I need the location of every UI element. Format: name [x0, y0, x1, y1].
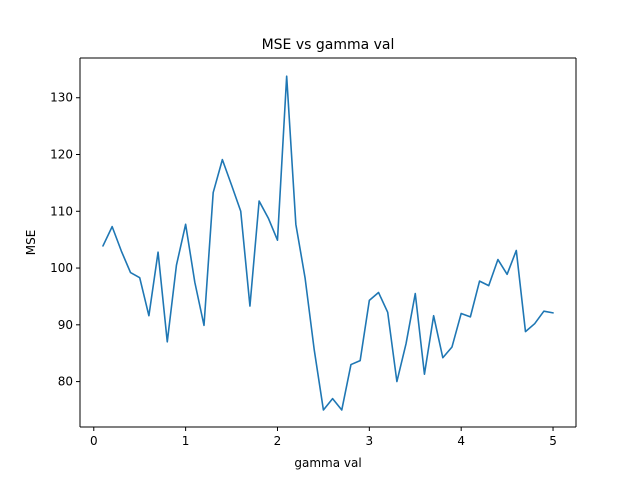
- y-tick-label: 90: [58, 318, 73, 332]
- plot-area: [80, 58, 576, 427]
- x-tick-label: 2: [274, 434, 282, 448]
- series-line: [102, 75, 554, 411]
- x-axis-label: gamma val: [294, 456, 361, 470]
- x-tick-label: 4: [457, 434, 465, 448]
- y-tick-label: 110: [50, 204, 73, 218]
- y-tick-label: 130: [50, 91, 73, 105]
- y-tick-label: 120: [50, 148, 73, 162]
- y-tick-label: 80: [58, 375, 73, 389]
- x-tick-label: 5: [549, 434, 557, 448]
- y-axis-ticks: 80 90 100 110 120 130: [50, 91, 80, 389]
- x-tick-label: 1: [182, 434, 190, 448]
- y-axis-label: MSE: [24, 230, 38, 256]
- x-tick-label: 3: [366, 434, 374, 448]
- x-tick-label: 0: [90, 434, 98, 448]
- series-layer: [102, 75, 554, 411]
- y-tick-label: 100: [50, 261, 73, 275]
- x-axis-ticks: 0 1 2 3 4 5: [90, 427, 557, 448]
- chart-title: MSE vs gamma val: [262, 37, 395, 53]
